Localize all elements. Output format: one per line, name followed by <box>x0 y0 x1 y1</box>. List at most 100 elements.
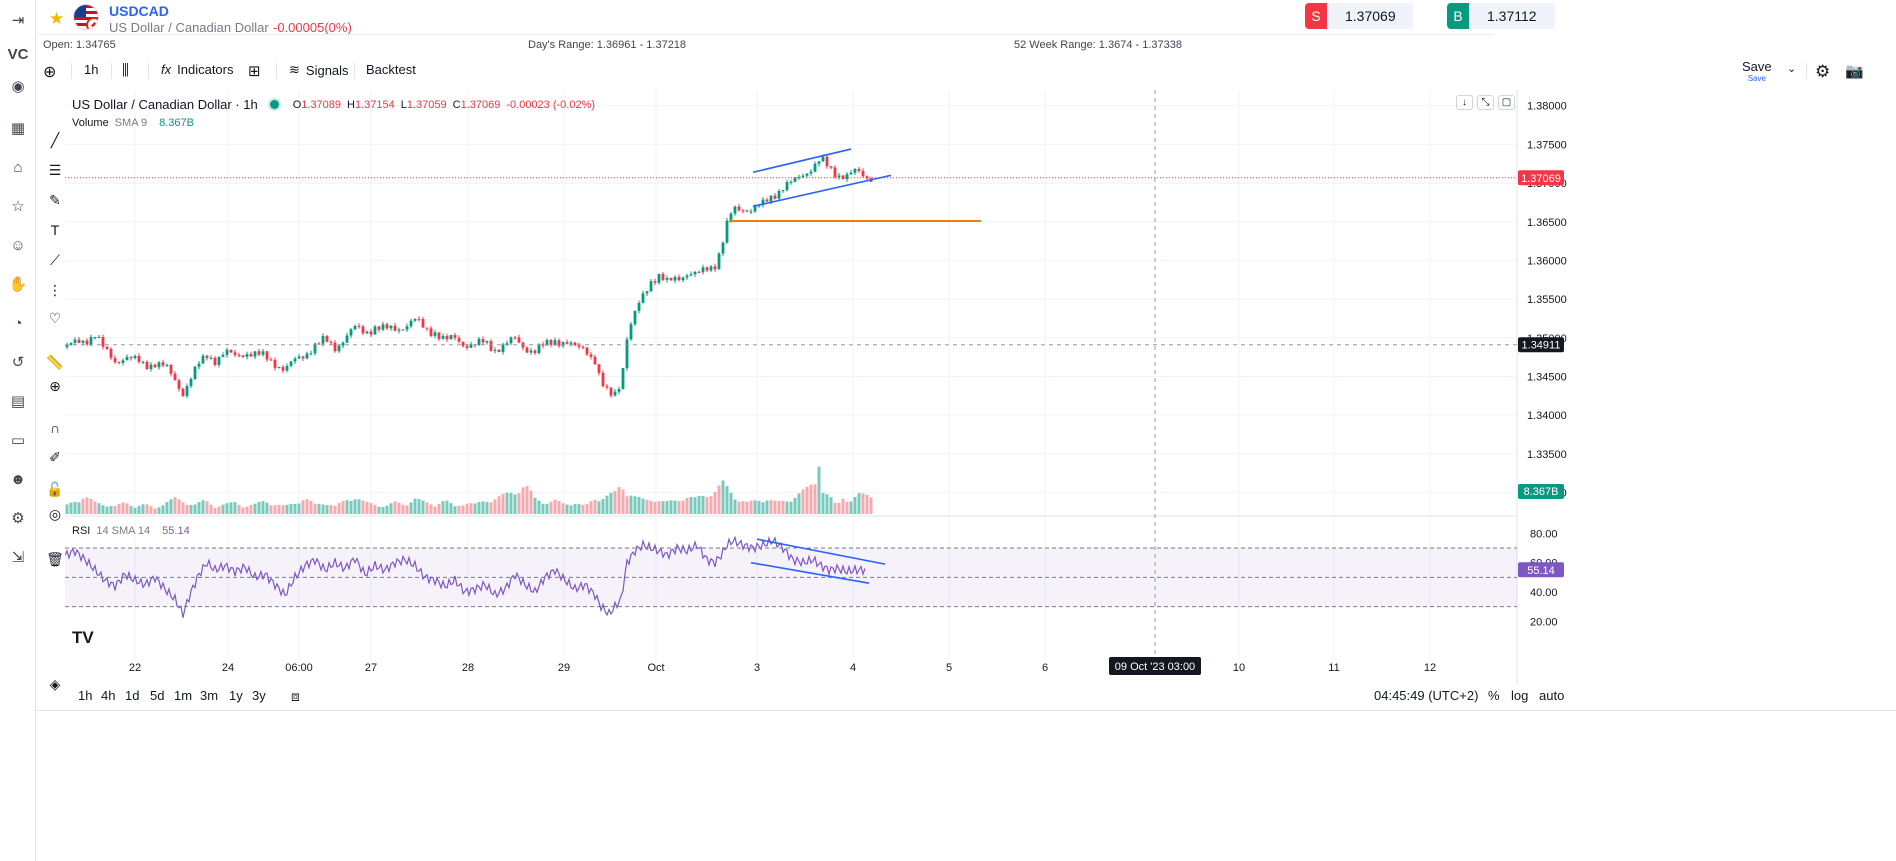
candle-body <box>549 340 553 345</box>
prediction-icon[interactable]: ⋮ <box>48 281 62 298</box>
logout-icon[interactable]: ⇲ <box>11 549 25 566</box>
volume-bar <box>149 506 153 514</box>
log-toggle[interactable]: log <box>1511 688 1529 703</box>
percent-toggle[interactable]: % <box>1488 688 1500 703</box>
candle-body <box>541 344 545 346</box>
date-range-calendar-icon[interactable]: ⧈ <box>291 688 300 704</box>
candle-body <box>689 274 693 276</box>
volume-bar <box>757 500 761 514</box>
wallet-icon[interactable]: ▭ <box>10 432 26 449</box>
fib-icon[interactable]: ☰ <box>48 161 62 178</box>
history-icon[interactable]: ↺ <box>11 354 25 371</box>
support-icon[interactable]: ☺ <box>10 236 26 254</box>
interval-button[interactable]: 1h <box>84 62 99 77</box>
volume-bar <box>605 495 609 514</box>
candle-body <box>365 331 369 334</box>
favorite-star-icon[interactable]: ★ <box>49 9 65 28</box>
timeframe-1h[interactable]: 1h <box>78 688 93 703</box>
volume-bar <box>821 492 825 514</box>
candle-body <box>725 220 729 243</box>
candle-body <box>73 339 77 343</box>
layers-icon[interactable]: ◈ <box>49 675 61 692</box>
candle-body <box>137 355 141 362</box>
volume-bar <box>93 501 97 514</box>
sell-button[interactable]: S 1.37069 <box>1305 3 1413 29</box>
candle-body <box>625 339 629 369</box>
star-icon[interactable]: ☆ <box>11 198 25 215</box>
settings-icon[interactable]: ⚙ <box>11 510 25 527</box>
zoom-in-icon[interactable]: ⊕ <box>49 377 61 394</box>
collapse-pane-icon[interactable]: ⤡ <box>1477 95 1494 110</box>
candle-body <box>477 338 481 345</box>
maximize-pane-icon[interactable]: ▢ <box>1498 95 1515 110</box>
volume-bar <box>305 499 309 514</box>
dashboard-icon[interactable]: ▦ <box>10 120 26 137</box>
candle-body <box>469 344 473 348</box>
auto-toggle[interactable]: auto <box>1539 688 1565 703</box>
candle-body <box>633 310 637 325</box>
timeframe-3y[interactable]: 3y <box>252 688 266 703</box>
symbol-ticker[interactable]: USDCAD <box>109 3 169 19</box>
candle-body <box>285 365 289 371</box>
profile-icon[interactable]: ☻ <box>10 470 26 488</box>
legend-title[interactable]: US Dollar / Canadian Dollar · 1h <box>72 97 258 112</box>
collapse-icon[interactable]: ⇥ <box>11 12 25 29</box>
ruler-icon[interactable]: 📏 <box>46 353 64 370</box>
camera-icon[interactable]: 📷 <box>1845 63 1864 80</box>
candle-body <box>81 340 85 343</box>
timeframe-1m[interactable]: 1m <box>174 688 193 703</box>
eye-icon[interactable]: ◎ <box>48 505 62 522</box>
volume-bar <box>285 504 289 514</box>
candle-body <box>421 319 425 328</box>
trendline-icon[interactable]: ╱ <box>50 131 60 148</box>
document-icon[interactable]: ▤ <box>10 393 26 410</box>
timeframe-1y[interactable]: 1y <box>229 688 243 703</box>
ohlc-values: O1.37089 H1.37154 L1.37059 C1.37069 -0.0… <box>292 98 596 111</box>
pattern-icon[interactable]: ⟋ <box>50 251 60 268</box>
volume-bar <box>697 495 701 514</box>
timeframe-3m[interactable]: 3m <box>200 688 219 703</box>
buy-button[interactable]: B 1.37112 <box>1447 3 1555 29</box>
save-dropdown-chevron-icon[interactable]: ⌄ <box>1787 63 1797 75</box>
user-icon[interactable]: ◉ <box>11 78 25 95</box>
volume-bar <box>417 499 421 514</box>
indicators-button[interactable]: fx Indicators <box>161 62 234 77</box>
candle-body <box>217 356 221 365</box>
rsi-legend[interactable]: RSI 14 SMA 14 55.14 <box>72 525 190 537</box>
candle-body <box>225 349 229 355</box>
magnet-icon[interactable]: ∩ <box>49 420 61 436</box>
chart-settings-gear-icon[interactable]: ⚙ <box>1815 62 1831 81</box>
save-button[interactable]: Save Save <box>1742 59 1772 83</box>
layouts-icon[interactable]: ⊞ <box>248 63 261 80</box>
timeframe-5d[interactable]: 5d <box>150 688 165 703</box>
pencil-lock-icon[interactable]: ✐ <box>49 448 61 465</box>
logo-icon[interactable]: VC <box>7 45 29 63</box>
hand-icon[interactable]: ✋ <box>8 276 28 293</box>
price-chart[interactable]: 1.380001.375001.370001.365001.360001.355… <box>65 90 1896 684</box>
brush-icon[interactable]: ✎ <box>49 191 61 208</box>
candle-body <box>337 345 341 352</box>
text-icon[interactable]: T <box>50 222 60 238</box>
market-status-dot <box>269 100 279 109</box>
volume-legend[interactable]: Volume SMA 9 8.367B <box>72 117 194 129</box>
volume-bar <box>765 500 769 514</box>
rsi-trendline-lower <box>750 561 870 584</box>
candle-body <box>329 341 333 343</box>
move-down-icon[interactable]: ↓ <box>1456 95 1473 110</box>
timeframe-1d[interactable]: 1d <box>125 688 140 703</box>
candle-style-icon[interactable]: ⫼ <box>122 62 129 79</box>
candle-body <box>113 357 117 363</box>
backtest-button[interactable]: Backtest <box>366 62 416 77</box>
candle-body <box>409 320 413 327</box>
candle-body <box>437 332 441 339</box>
signals-button[interactable]: ≋ Signals <box>289 62 349 78</box>
trash-icon[interactable]: 🗑 <box>46 550 64 567</box>
bank-icon[interactable]: ⌂ <box>13 158 23 176</box>
pie-icon[interactable]: ◔ <box>13 314 23 332</box>
clock[interactable]: 04:45:49 (UTC+2) <box>1374 688 1479 703</box>
timeframe-4h[interactable]: 4h <box>101 688 116 703</box>
volume-bar <box>153 508 157 514</box>
lock-icon[interactable]: 🔓 <box>46 480 64 497</box>
add-symbol-icon[interactable]: ⊕ <box>43 64 57 81</box>
shape-heart-icon[interactable]: ♡ <box>48 309 62 326</box>
